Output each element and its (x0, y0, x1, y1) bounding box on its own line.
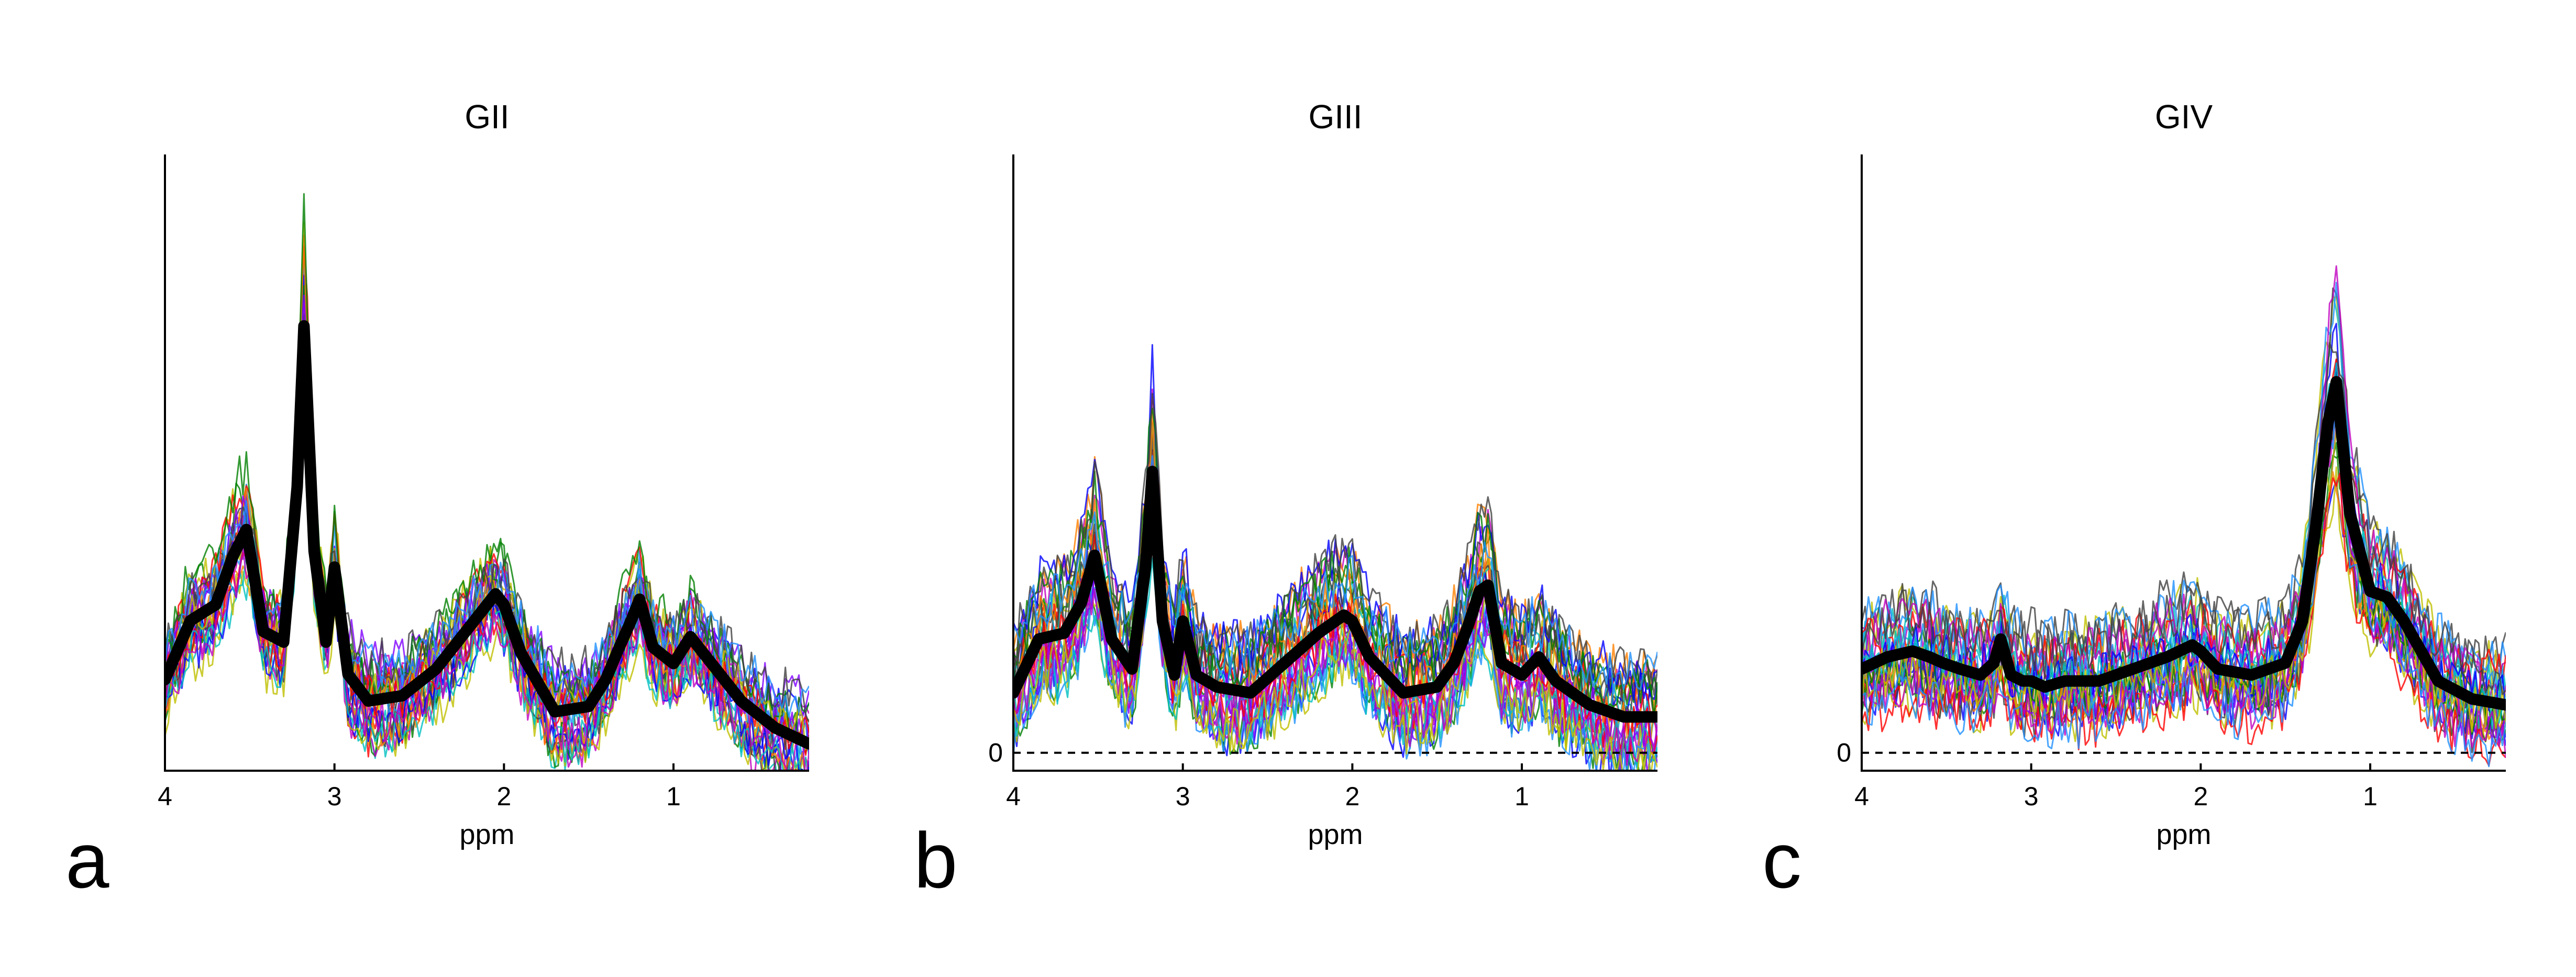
spectrum-trace (1013, 547, 1657, 771)
spectrum-trace (1862, 381, 2506, 768)
panel-giii: 4 3 2 1 GIII b ppm 0 (914, 98, 1657, 904)
spectrum-trace (165, 345, 809, 771)
x-tick-label: 4 (1006, 782, 1021, 811)
x-axis-label: ppm (1308, 819, 1363, 850)
spectrum-trace (165, 257, 809, 771)
trace-group (1013, 344, 1657, 771)
spectrum-trace (1013, 483, 1657, 715)
x-axis-label: ppm (2156, 819, 2211, 850)
trace-group (1862, 265, 2506, 768)
panel-letter: a (65, 816, 109, 904)
panel-title: GIV (2155, 98, 2213, 136)
spectrum-trace (1862, 401, 2506, 758)
x-tick-label: 2 (496, 782, 511, 811)
panel-gii: 4 3 2 1 GII a ppm (65, 98, 809, 904)
panel-title: GII (465, 98, 509, 136)
x-tick-label: 2 (2193, 782, 2208, 811)
spectrum-trace (165, 358, 809, 723)
spectrum-trace (165, 193, 809, 737)
panel-title: GIII (1308, 98, 1362, 136)
spectrum-trace (1013, 393, 1657, 696)
zero-label: 0 (988, 738, 1003, 768)
trace-group (165, 193, 809, 771)
x-axis-label: ppm (459, 819, 514, 850)
x-tick-label: 1 (1514, 782, 1529, 811)
x-tick-label: 4 (1854, 782, 1869, 811)
spectrum-trace (1013, 455, 1657, 695)
spectrum-trace (165, 276, 809, 771)
zero-label: 0 (1837, 738, 1851, 768)
panel-letter: b (914, 816, 957, 904)
x-tick-label: 1 (2363, 782, 2378, 811)
panel-giv: 4 3 2 1 GIV c ppm 0 (1762, 98, 2506, 904)
x-tick-label: 3 (1176, 782, 1190, 811)
spectrum-trace (1862, 472, 2506, 767)
x-tick-label: 2 (1345, 782, 1359, 811)
x-tick-label: 1 (666, 782, 681, 811)
spectrum-trace (1862, 342, 2506, 695)
spectrum-trace (1862, 282, 2506, 689)
x-tick-label: 4 (158, 782, 172, 811)
x-tick-label: 3 (2024, 782, 2039, 811)
mean-spectrum (1862, 376, 2506, 711)
mean-spectrum (1013, 465, 1657, 723)
mean-spectrum (165, 320, 809, 750)
panel-letter: c (1762, 816, 1801, 904)
x-tick-label: 3 (327, 782, 342, 811)
spectrum-trace (1013, 490, 1657, 771)
spectrum-trace (165, 302, 791, 771)
